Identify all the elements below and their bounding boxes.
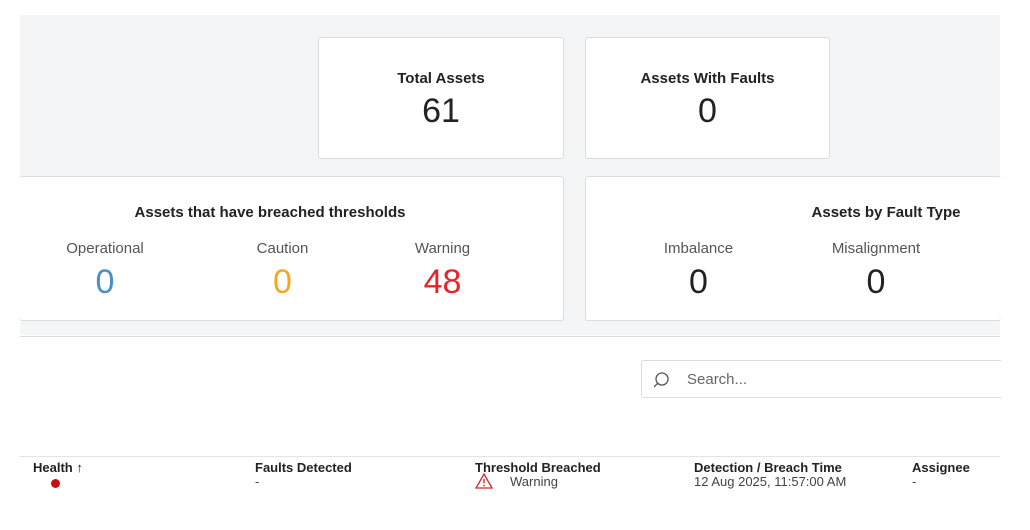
value: 0 <box>866 263 886 301</box>
faults-card: Assets With Faults 0 <box>585 37 830 159</box>
card-value: 61 <box>422 92 460 130</box>
label: Warning <box>414 240 471 257</box>
column-header[interactable]: Threshold Breached <box>475 460 601 475</box>
cell: - <box>912 474 917 489</box>
label: Imbalance <box>663 240 734 257</box>
card-value: 0 <box>698 92 717 130</box>
column-header[interactable]: Faults Detected <box>255 460 352 475</box>
health-dot <box>51 479 60 488</box>
cell: Warning <box>510 474 558 489</box>
cell: 12 Aug 2025, 11:57:00 AM <box>694 474 847 489</box>
value: 0 <box>689 263 708 301</box>
label: Caution <box>256 240 309 257</box>
header-divider <box>20 456 1000 457</box>
search-placeholder: Search... <box>687 371 748 388</box>
value: 0 <box>273 263 292 301</box>
total-assets-card: Total Assets 61 <box>318 37 564 159</box>
card-title: Assets that have breached thresholds <box>134 204 406 221</box>
value: 48 <box>423 263 462 301</box>
sort-icon: ↑ <box>76 460 83 475</box>
label: Misalignment <box>831 240 921 257</box>
value: 0 <box>95 263 115 301</box>
column-header[interactable]: Assignee <box>912 460 970 475</box>
search-box[interactable]: Search... <box>641 360 1001 398</box>
divider <box>20 336 1000 337</box>
warning-icon <box>475 473 493 489</box>
card-title: Total Assets <box>397 70 485 87</box>
column-label: Health <box>33 460 73 475</box>
label: Operational <box>66 240 144 257</box>
search-icon <box>654 372 669 388</box>
cell: - <box>255 474 260 489</box>
thresholds-card: Assets that have breached thresholds Ope… <box>20 176 564 321</box>
fault-type-card: Assets by Fault Type Imbalance 0 Misalig… <box>585 176 1001 321</box>
column-header[interactable]: Detection / Breach Time <box>694 460 842 475</box>
column-header[interactable]: Health ↑ <box>33 460 83 475</box>
card-title: Assets With Faults <box>640 70 775 87</box>
card-title: Assets by Fault Type <box>811 204 961 221</box>
